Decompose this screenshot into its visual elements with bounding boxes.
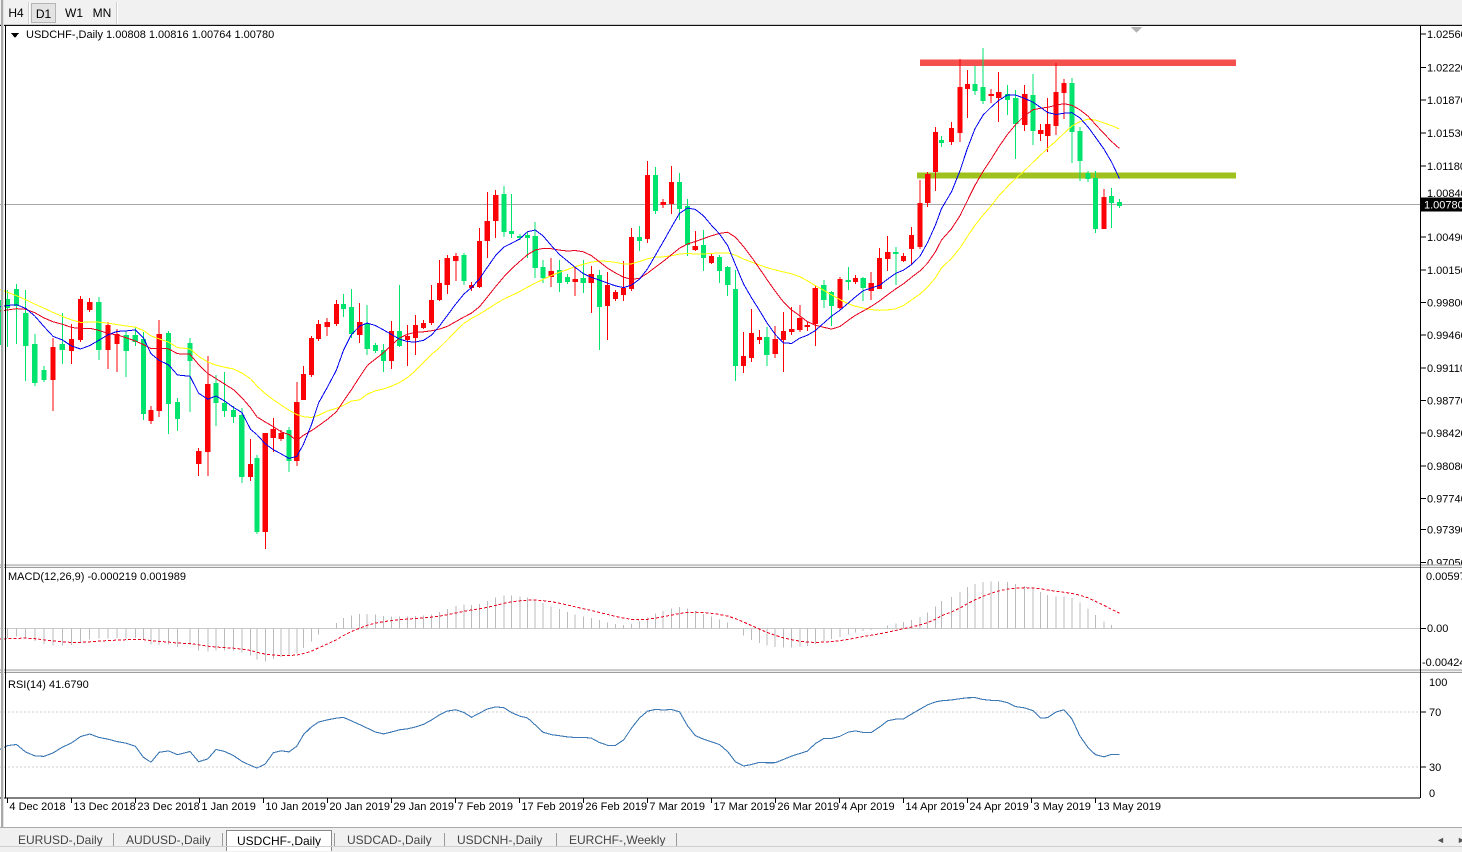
svg-text:3 May 2019: 3 May 2019: [1033, 801, 1090, 813]
svg-text:-0.00424: -0.00424: [1422, 657, 1462, 669]
svg-text:13 May 2019: 13 May 2019: [1097, 801, 1161, 813]
svg-text:30: 30: [1429, 762, 1441, 774]
svg-text:0.00597: 0.00597: [1426, 571, 1462, 583]
svg-text:USDCHF-,Daily 1.00808 1.00816: USDCHF-,Daily 1.00808 1.00816 1.00764 1.…: [26, 29, 274, 41]
svg-text:24 Apr 2019: 24 Apr 2019: [969, 801, 1028, 813]
svg-text:7 Mar 2019: 7 Mar 2019: [649, 801, 705, 813]
svg-text:4 Dec 2018: 4 Dec 2018: [9, 801, 65, 813]
svg-text:70: 70: [1429, 707, 1441, 719]
svg-text:1.00780: 1.00780: [1424, 200, 1462, 212]
svg-text:0: 0: [1429, 788, 1435, 800]
svg-text:29 Jan 2019: 29 Jan 2019: [393, 801, 454, 813]
svg-text:1.01870: 1.01870: [1427, 95, 1462, 107]
svg-text:20 Jan 2019: 20 Jan 2019: [329, 801, 390, 813]
svg-text:1.02560: 1.02560: [1427, 29, 1462, 41]
svg-text:14 Apr 2019: 14 Apr 2019: [905, 801, 964, 813]
svg-text:26 Mar 2019: 26 Mar 2019: [777, 801, 839, 813]
svg-text:26 Feb 2019: 26 Feb 2019: [585, 801, 647, 813]
svg-text:13 Dec 2018: 13 Dec 2018: [73, 801, 135, 813]
svg-text:1.00840: 1.00840: [1427, 188, 1462, 200]
svg-text:RSI(14) 41.6790: RSI(14) 41.6790: [8, 679, 89, 691]
svg-text:23 Dec 2018: 23 Dec 2018: [137, 801, 199, 813]
svg-text:100: 100: [1429, 677, 1447, 689]
svg-text:1.01530: 1.01530: [1427, 128, 1462, 140]
svg-text:1.02220: 1.02220: [1427, 63, 1462, 75]
svg-text:MACD(12,26,9) -0.000219 0.0019: MACD(12,26,9) -0.000219 0.001989: [8, 571, 186, 583]
svg-text:4 Apr 2019: 4 Apr 2019: [841, 801, 894, 813]
svg-text:10 Jan 2019: 10 Jan 2019: [265, 801, 326, 813]
svg-text:0.00: 0.00: [1427, 623, 1448, 635]
svg-text:7 Feb 2019: 7 Feb 2019: [457, 801, 513, 813]
svg-text:1 Jan 2019: 1 Jan 2019: [201, 801, 255, 813]
svg-text:1.01180: 1.01180: [1427, 161, 1462, 173]
svg-text:17 Feb 2019: 17 Feb 2019: [521, 801, 583, 813]
svg-text:1.00490: 1.00490: [1427, 232, 1462, 244]
svg-text:17 Mar 2019: 17 Mar 2019: [713, 801, 775, 813]
